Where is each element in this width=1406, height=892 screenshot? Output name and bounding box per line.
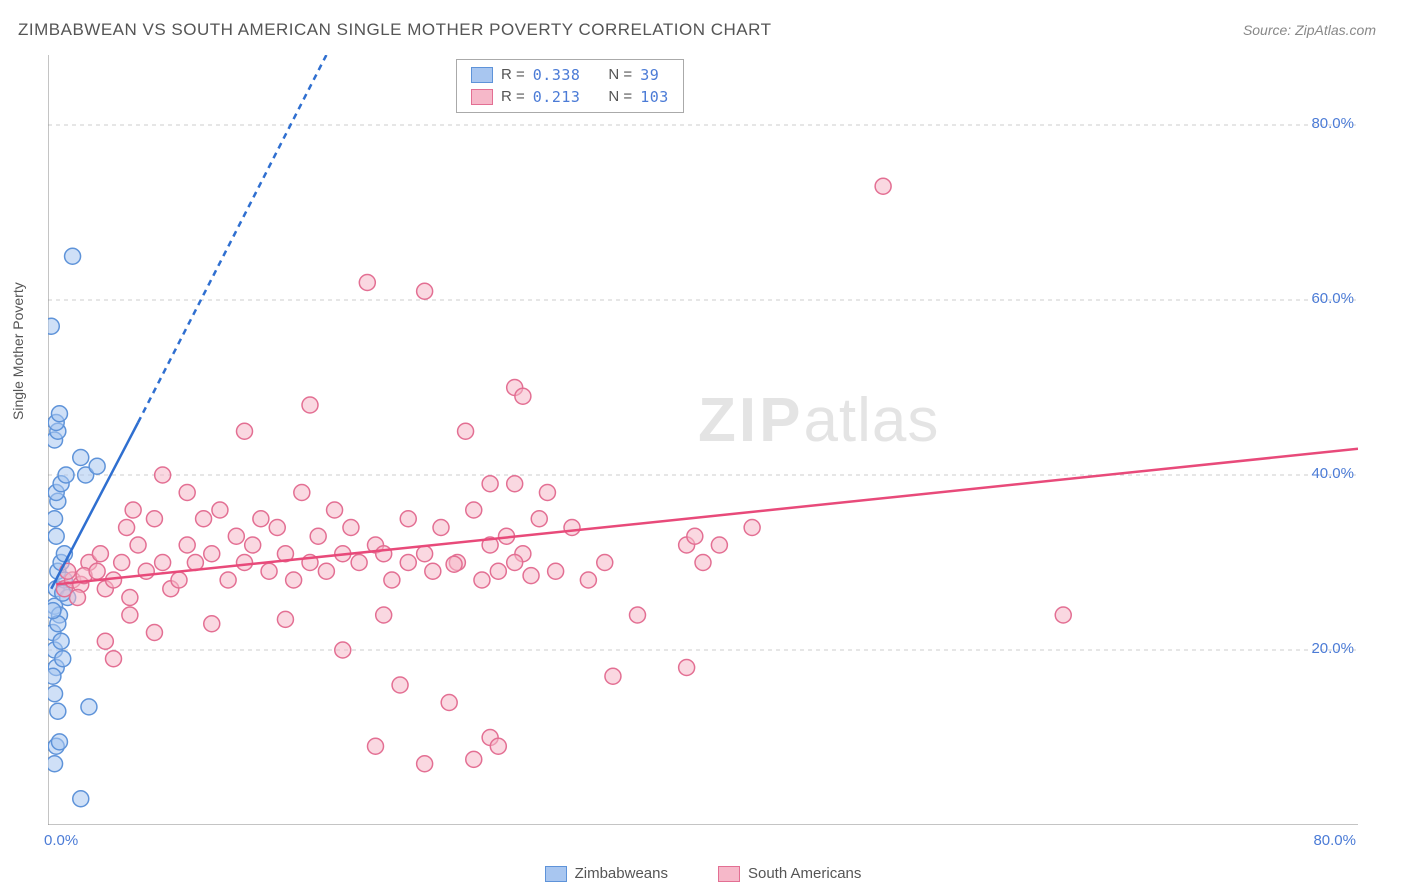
legend-n-value: 39 xyxy=(640,64,659,86)
legend-r-label: R = xyxy=(501,64,525,86)
chart-title: ZIMBABWEAN VS SOUTH AMERICAN SINGLE MOTH… xyxy=(18,20,771,40)
legend-r-value: 0.213 xyxy=(533,86,581,108)
legend-swatch xyxy=(471,67,493,83)
series-legend-label: Zimbabweans xyxy=(575,865,668,882)
legend-n-label: N = xyxy=(608,86,632,108)
legend-swatch xyxy=(718,866,740,882)
y-tick-label: 40.0% xyxy=(1311,465,1354,482)
legend-swatch xyxy=(545,866,567,882)
legend-swatch xyxy=(471,89,493,105)
legend-n-label: N = xyxy=(608,64,632,86)
x-axis-start-label: 0.0% xyxy=(44,832,78,849)
correlation-legend-row: R = 0.338 N = 39 xyxy=(471,64,669,86)
series-legend-label: South Americans xyxy=(748,865,861,882)
series-legend-item: Zimbabweans xyxy=(545,865,668,882)
legend-n-value: 103 xyxy=(640,86,669,108)
legend-r-label: R = xyxy=(501,86,525,108)
x-axis-end-label: 80.0% xyxy=(1313,832,1356,849)
correlation-legend: R = 0.338 N = 39 R = 0.213 N = 103 xyxy=(456,59,684,113)
series-legend: Zimbabweans South Americans xyxy=(0,865,1406,882)
chart-plot-area: ZIPatlas R =0.338N = 39R =0.213N =103 0.… xyxy=(48,55,1358,825)
y-tick-label: 60.0% xyxy=(1311,290,1354,307)
source-attribution: Source: ZipAtlas.com xyxy=(1243,22,1376,38)
y-axis-label: Single Mother Poverty xyxy=(10,282,26,420)
scatter-chart-svg xyxy=(48,55,1358,825)
y-tick-label: 80.0% xyxy=(1311,115,1354,132)
series-legend-item: South Americans xyxy=(718,865,861,882)
y-tick-label: 20.0% xyxy=(1311,640,1354,657)
legend-r-value: 0.338 xyxy=(533,64,581,86)
correlation-legend-row: R = 0.213 N = 103 xyxy=(471,86,669,108)
